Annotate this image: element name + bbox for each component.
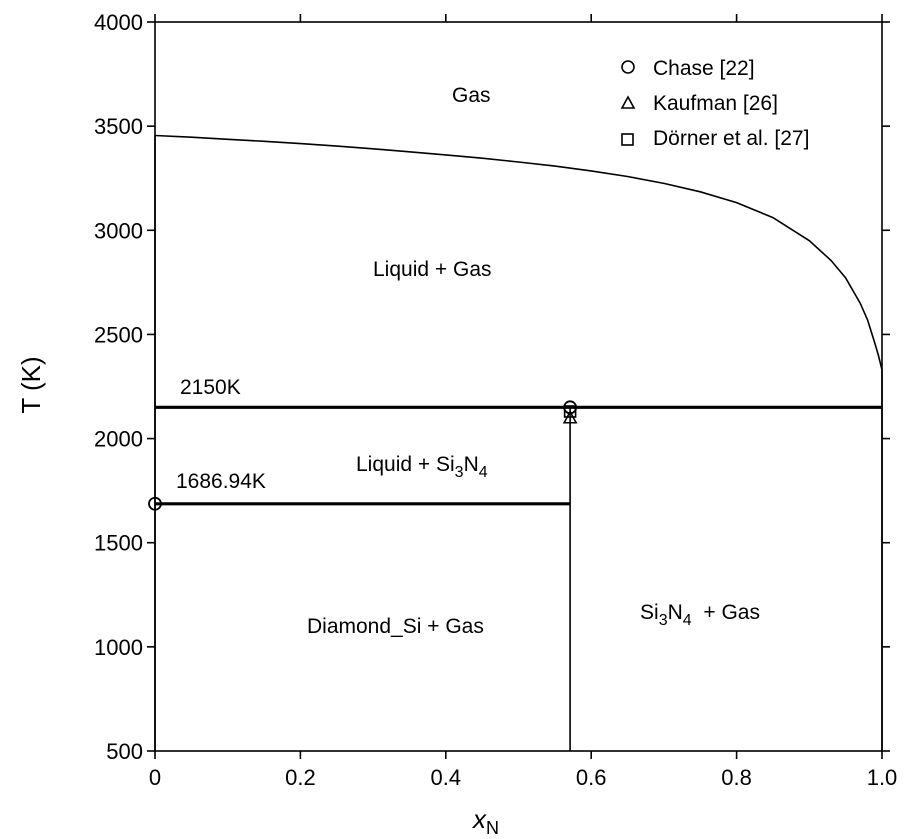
y-tick-label-3: 2000 xyxy=(94,427,143,452)
legend: Chase [22] Kaufman [26] Dörner et al. [2… xyxy=(620,57,809,150)
region-label-liquid-si3n4: Liquid + Si3N4 xyxy=(356,453,488,481)
y-axis-title: T (K) xyxy=(16,356,46,413)
y-tick-label-0: 500 xyxy=(106,739,143,764)
legend-square-marker xyxy=(621,133,634,146)
y-tick-label-5: 3000 xyxy=(94,218,143,243)
x-axis-title: xN xyxy=(471,804,499,838)
region-label-liquid-gas: Liquid + Gas xyxy=(373,258,492,281)
isotherm-label-1686: 1686.94K xyxy=(176,470,266,493)
axis-tick-labels: 0 0.2 0.4 0.6 0.8 1.0 500 1000 1500 2000 2500 3000 3… xyxy=(94,10,897,790)
legend-circle-marker xyxy=(621,60,635,74)
x-tick-label-2: 0.4 xyxy=(431,765,462,790)
legend-label-dorner: Dörner et al. [27] xyxy=(653,127,809,150)
y-tick-label-7: 4000 xyxy=(94,10,143,35)
y-tick-label-1: 1000 xyxy=(94,635,143,660)
region-label-si3n4-gas: Si3N4 + Gas xyxy=(640,601,760,629)
region-label-gas: Gas xyxy=(452,84,491,107)
series-line-curve-0 xyxy=(154,134,883,370)
x-tick-label-3: 0.6 xyxy=(576,765,607,790)
axis-ticks xyxy=(147,14,890,759)
legend-label-kaufman: Kaufman [26] xyxy=(653,92,778,115)
isotherm-label-2150: 2150K xyxy=(180,376,241,399)
x-tick-label-1: 0.2 xyxy=(285,765,316,790)
y-tick-label-4: 2500 xyxy=(94,322,143,347)
region-label-diamond-gas: Diamond_Si + Gas xyxy=(307,615,484,638)
y-tick-label-2: 1500 xyxy=(94,531,143,556)
plot-frame xyxy=(154,21,883,752)
legend-triangle-marker xyxy=(620,95,636,109)
x-tick-label-5: 1.0 xyxy=(867,765,898,790)
legend-label-chase: Chase [22] xyxy=(653,57,755,80)
x-tick-label-4: 0.8 xyxy=(721,765,752,790)
data-point-square-2-0 xyxy=(563,405,577,418)
x-tick-label-0: 0 xyxy=(149,765,161,790)
plot-area xyxy=(148,134,883,751)
y-tick-label-6: 3500 xyxy=(94,114,143,139)
